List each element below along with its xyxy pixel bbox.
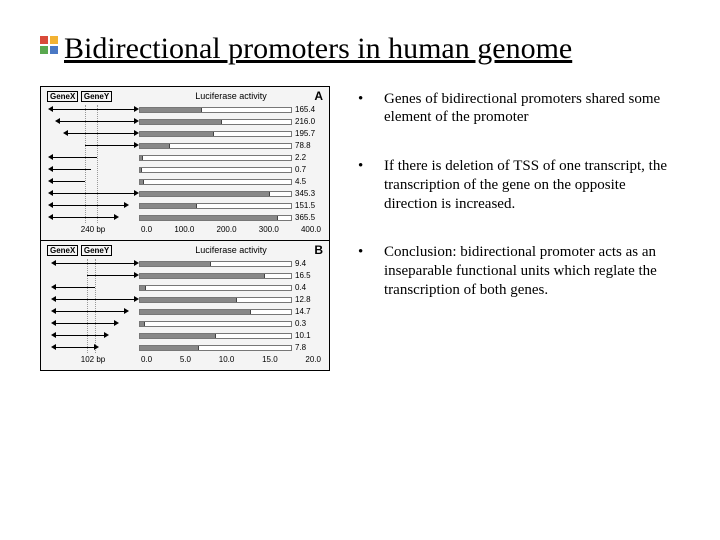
figure-row: 151.5 [47, 201, 323, 211]
bullet-item: • Genes of bidirectional promoters share… [358, 90, 680, 128]
bar-value: 0.4 [295, 283, 323, 292]
bullet-item: • Conclusion: bidirectional promoter act… [358, 243, 680, 299]
figure-row: 16.5 [47, 271, 323, 281]
bar-value: 216.0 [295, 117, 323, 126]
axis-tick: 15.0 [262, 355, 278, 364]
figure-panel-a: A GeneX GeneY Luciferase activity 165.4 2… [41, 87, 329, 241]
axis-tick: 10.0 [219, 355, 235, 364]
bar-value: 2.2 [295, 153, 323, 162]
bar-value: 165.4 [295, 105, 323, 114]
figure-row: 345.3 [47, 189, 323, 199]
bullet-text: Conclusion: bidirectional promoter acts … [384, 243, 680, 299]
bp-label-a: 240 bp [47, 225, 139, 234]
bar-value: 0.7 [295, 165, 323, 174]
bullet-item: • If there is deletion of TSS of one tra… [358, 157, 680, 213]
figure-row: 9.4 [47, 259, 323, 269]
gene-x-label-b: GeneX [47, 245, 78, 256]
figure-row: 195.7 [47, 129, 323, 139]
bar-value: 10.1 [295, 331, 323, 340]
figure-row: 78.8 [47, 141, 323, 151]
panel-a-label: A [314, 89, 323, 103]
bullet-list: • Genes of bidirectional promoters share… [358, 86, 680, 371]
panel-b-label: B [314, 243, 323, 257]
figure-row: 7.8 [47, 343, 323, 353]
gene-y-label-b: GeneY [81, 245, 112, 256]
axis-tick: 20.0 [305, 355, 321, 364]
figure-row: 365.5 [47, 213, 323, 223]
axis-tick: 400.0 [301, 225, 321, 234]
axis-tick: 0.0 [141, 355, 152, 364]
figure-row: 216.0 [47, 117, 323, 127]
bar-value: 14.7 [295, 307, 323, 316]
bar-value: 9.4 [295, 259, 323, 268]
gene-x-label: GeneX [47, 91, 78, 102]
axis-tick: 200.0 [217, 225, 237, 234]
bar-value: 12.8 [295, 295, 323, 304]
bar-value: 345.3 [295, 189, 323, 198]
figure-row: 0.4 [47, 283, 323, 293]
bullet-text: If there is deletion of TSS of one trans… [384, 157, 680, 213]
bullet-text: Genes of bidirectional promoters shared … [384, 90, 680, 128]
axis-tick: 0.0 [141, 225, 152, 234]
bullet-dot: • [358, 157, 384, 213]
bar-value: 195.7 [295, 129, 323, 138]
bullet-dot: • [358, 243, 384, 299]
figure-row: 10.1 [47, 331, 323, 341]
axis-tick: 5.0 [180, 355, 191, 364]
bar-value: 7.8 [295, 343, 323, 352]
bar-value: 151.5 [295, 201, 323, 210]
axis-tick: 100.0 [174, 225, 194, 234]
bar-value: 365.5 [295, 213, 323, 222]
luciferase-label-b: Luciferase activity [139, 245, 323, 257]
bar-value: 4.5 [295, 177, 323, 186]
figure-row: 14.7 [47, 307, 323, 317]
bar-value: 78.8 [295, 141, 323, 150]
figure-panel-b: B GeneX GeneY Luciferase activity 9.4 16.… [41, 241, 329, 370]
figure-row: 0.7 [47, 165, 323, 175]
bullet-dot: • [358, 90, 384, 128]
bar-value: 16.5 [295, 271, 323, 280]
figure-row: 4.5 [47, 177, 323, 187]
title-row: Bidirectional promoters in human genome [40, 30, 680, 68]
bar-value: 0.3 [295, 319, 323, 328]
figure-row: 12.8 [47, 295, 323, 305]
gene-y-label: GeneY [81, 91, 112, 102]
bp-label-b: 102 bp [47, 355, 139, 364]
figure-row: 2.2 [47, 153, 323, 163]
figure-panels: A GeneX GeneY Luciferase activity 165.4 2… [40, 86, 330, 371]
figure-row: 0.3 [47, 319, 323, 329]
page-title: Bidirectional promoters in human genome [64, 30, 572, 68]
windows-logo-icon [40, 36, 58, 59]
axis-tick: 300.0 [259, 225, 279, 234]
figure-row: 165.4 [47, 105, 323, 115]
luciferase-label-a: Luciferase activity [139, 91, 323, 103]
